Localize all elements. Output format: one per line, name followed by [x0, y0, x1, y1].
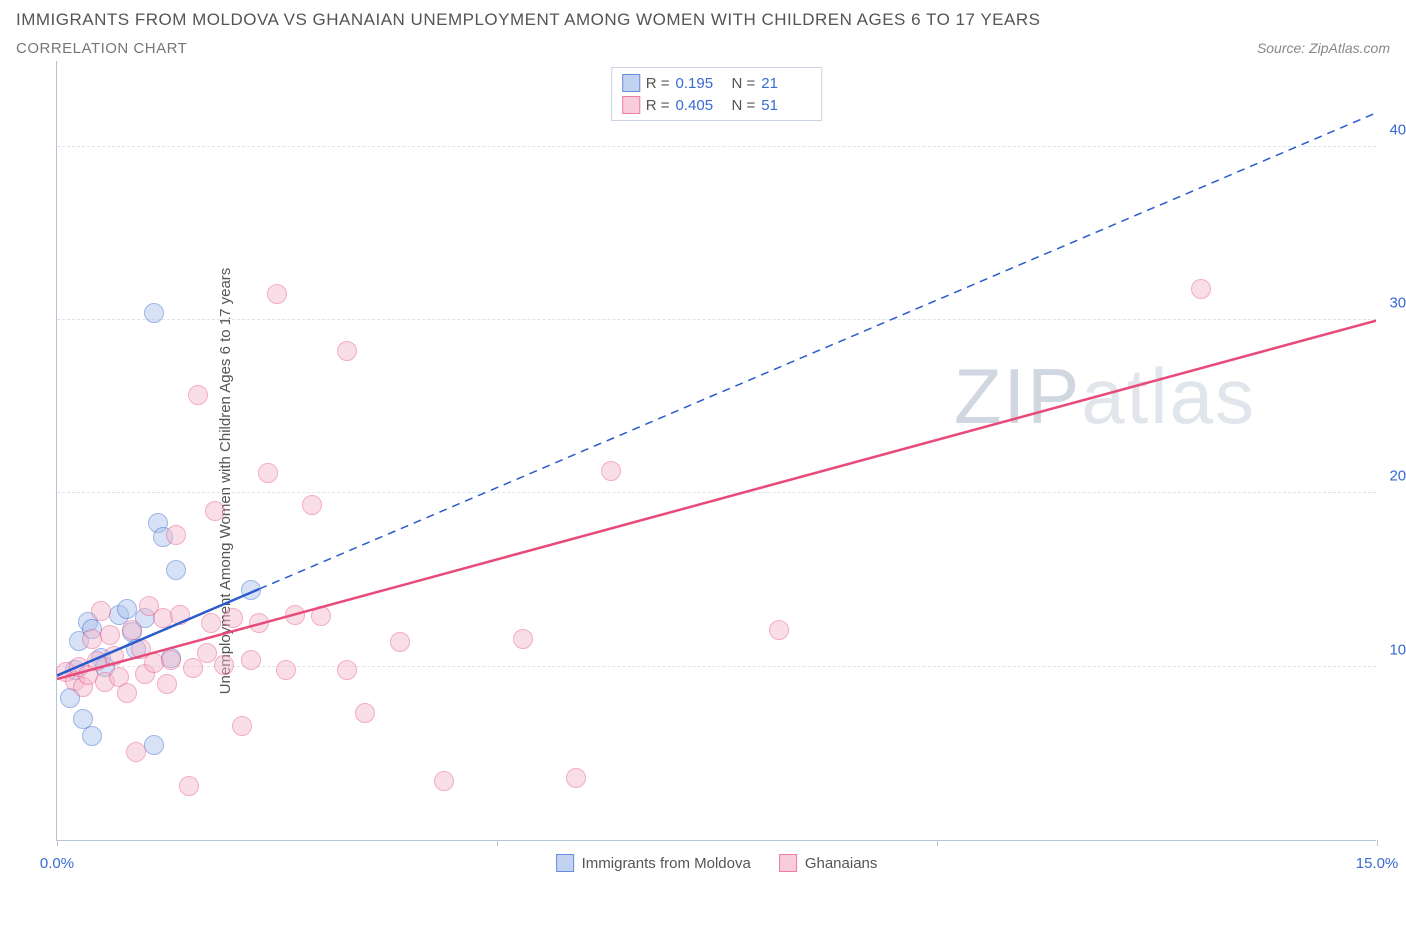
plot-area: ZIPatlas R =0.195N =21R =0.405N =51 Immi…: [56, 61, 1376, 841]
gridline: [57, 146, 1376, 147]
x-tick: [937, 840, 938, 846]
source-label: Source: ZipAtlas.com: [1257, 40, 1390, 56]
data-point: [144, 303, 164, 323]
series-name: Immigrants from Moldova: [582, 855, 751, 872]
data-point: [285, 605, 305, 625]
data-point: [157, 674, 177, 694]
data-point: [205, 501, 225, 521]
y-tick-label: 40.0%: [1389, 121, 1406, 138]
data-point: [241, 580, 261, 600]
data-point: [161, 650, 181, 670]
data-point: [188, 385, 208, 405]
data-point: [302, 495, 322, 515]
chart-container: Unemployment Among Women with Children A…: [16, 61, 1390, 901]
data-point: [104, 646, 124, 666]
data-point: [267, 284, 287, 304]
legend-r-label: R =: [646, 75, 670, 92]
legend-r-label: R =: [646, 97, 670, 114]
data-point: [276, 660, 296, 680]
data-point: [126, 742, 146, 762]
legend-r-value: 0.195: [676, 75, 726, 92]
data-point: [82, 726, 102, 746]
data-point: [337, 341, 357, 361]
correlation-legend: R = 0.195 N = 21 R = 0.405 N = 51: [611, 67, 823, 121]
data-point: [337, 660, 357, 680]
y-tick-label: 10.0%: [1389, 641, 1406, 658]
legend-n-value: 21: [761, 75, 811, 92]
watermark-zip: ZIP: [954, 352, 1081, 440]
series-name: Ghanaians: [805, 855, 878, 872]
data-point: [166, 525, 186, 545]
trend-lines: [57, 61, 1376, 840]
data-point: [201, 613, 221, 633]
legend-n-label: N =: [732, 75, 756, 92]
data-point: [170, 605, 190, 625]
subtitle-row: CORRELATION CHART Source: ZipAtlas.com: [16, 40, 1390, 57]
data-point: [241, 650, 261, 670]
watermark: ZIPatlas: [954, 351, 1256, 442]
legend-r-value: 0.405: [676, 97, 726, 114]
x-tick: [57, 840, 58, 846]
data-point: [566, 768, 586, 788]
data-point: [214, 655, 234, 675]
x-tick-label: 15.0%: [1356, 855, 1399, 872]
chart-subtitle: CORRELATION CHART: [16, 40, 187, 57]
data-point: [100, 625, 120, 645]
legend-row: R = 0.405 N = 51: [622, 94, 812, 116]
x-tick-label: 0.0%: [40, 855, 74, 872]
data-point: [249, 613, 269, 633]
data-point: [769, 620, 789, 640]
legend-swatch: [779, 854, 797, 872]
legend-n-label: N =: [732, 97, 756, 114]
data-point: [355, 703, 375, 723]
watermark-atlas: atlas: [1081, 352, 1256, 440]
gridline: [57, 319, 1376, 320]
legend-n-value: 51: [761, 97, 811, 114]
data-point: [258, 463, 278, 483]
data-point: [122, 620, 142, 640]
x-tick: [1377, 840, 1378, 846]
series-legend-item: Ghanaians: [779, 854, 878, 872]
data-point: [197, 643, 217, 663]
legend-swatch: [556, 854, 574, 872]
data-point: [144, 735, 164, 755]
data-point: [513, 629, 533, 649]
data-point: [601, 461, 621, 481]
x-tick: [497, 840, 498, 846]
legend-swatch: [622, 74, 640, 92]
chart-title: IMMIGRANTS FROM MOLDOVA VS GHANAIAN UNEM…: [16, 10, 1390, 30]
data-point: [91, 601, 111, 621]
data-point: [166, 560, 186, 580]
series-legend: Immigrants from Moldova Ghanaians: [556, 854, 878, 872]
series-legend-item: Immigrants from Moldova: [556, 854, 751, 872]
data-point: [311, 606, 331, 626]
data-point: [183, 658, 203, 678]
gridline: [57, 492, 1376, 493]
legend-swatch: [622, 96, 640, 114]
data-point: [390, 632, 410, 652]
data-point: [117, 683, 137, 703]
y-tick-label: 30.0%: [1389, 295, 1406, 312]
data-point: [434, 771, 454, 791]
legend-row: R = 0.195 N = 21: [622, 72, 812, 94]
data-point: [179, 776, 199, 796]
y-tick-label: 20.0%: [1389, 468, 1406, 485]
data-point: [1191, 279, 1211, 299]
data-point: [232, 716, 252, 736]
data-point: [223, 608, 243, 628]
